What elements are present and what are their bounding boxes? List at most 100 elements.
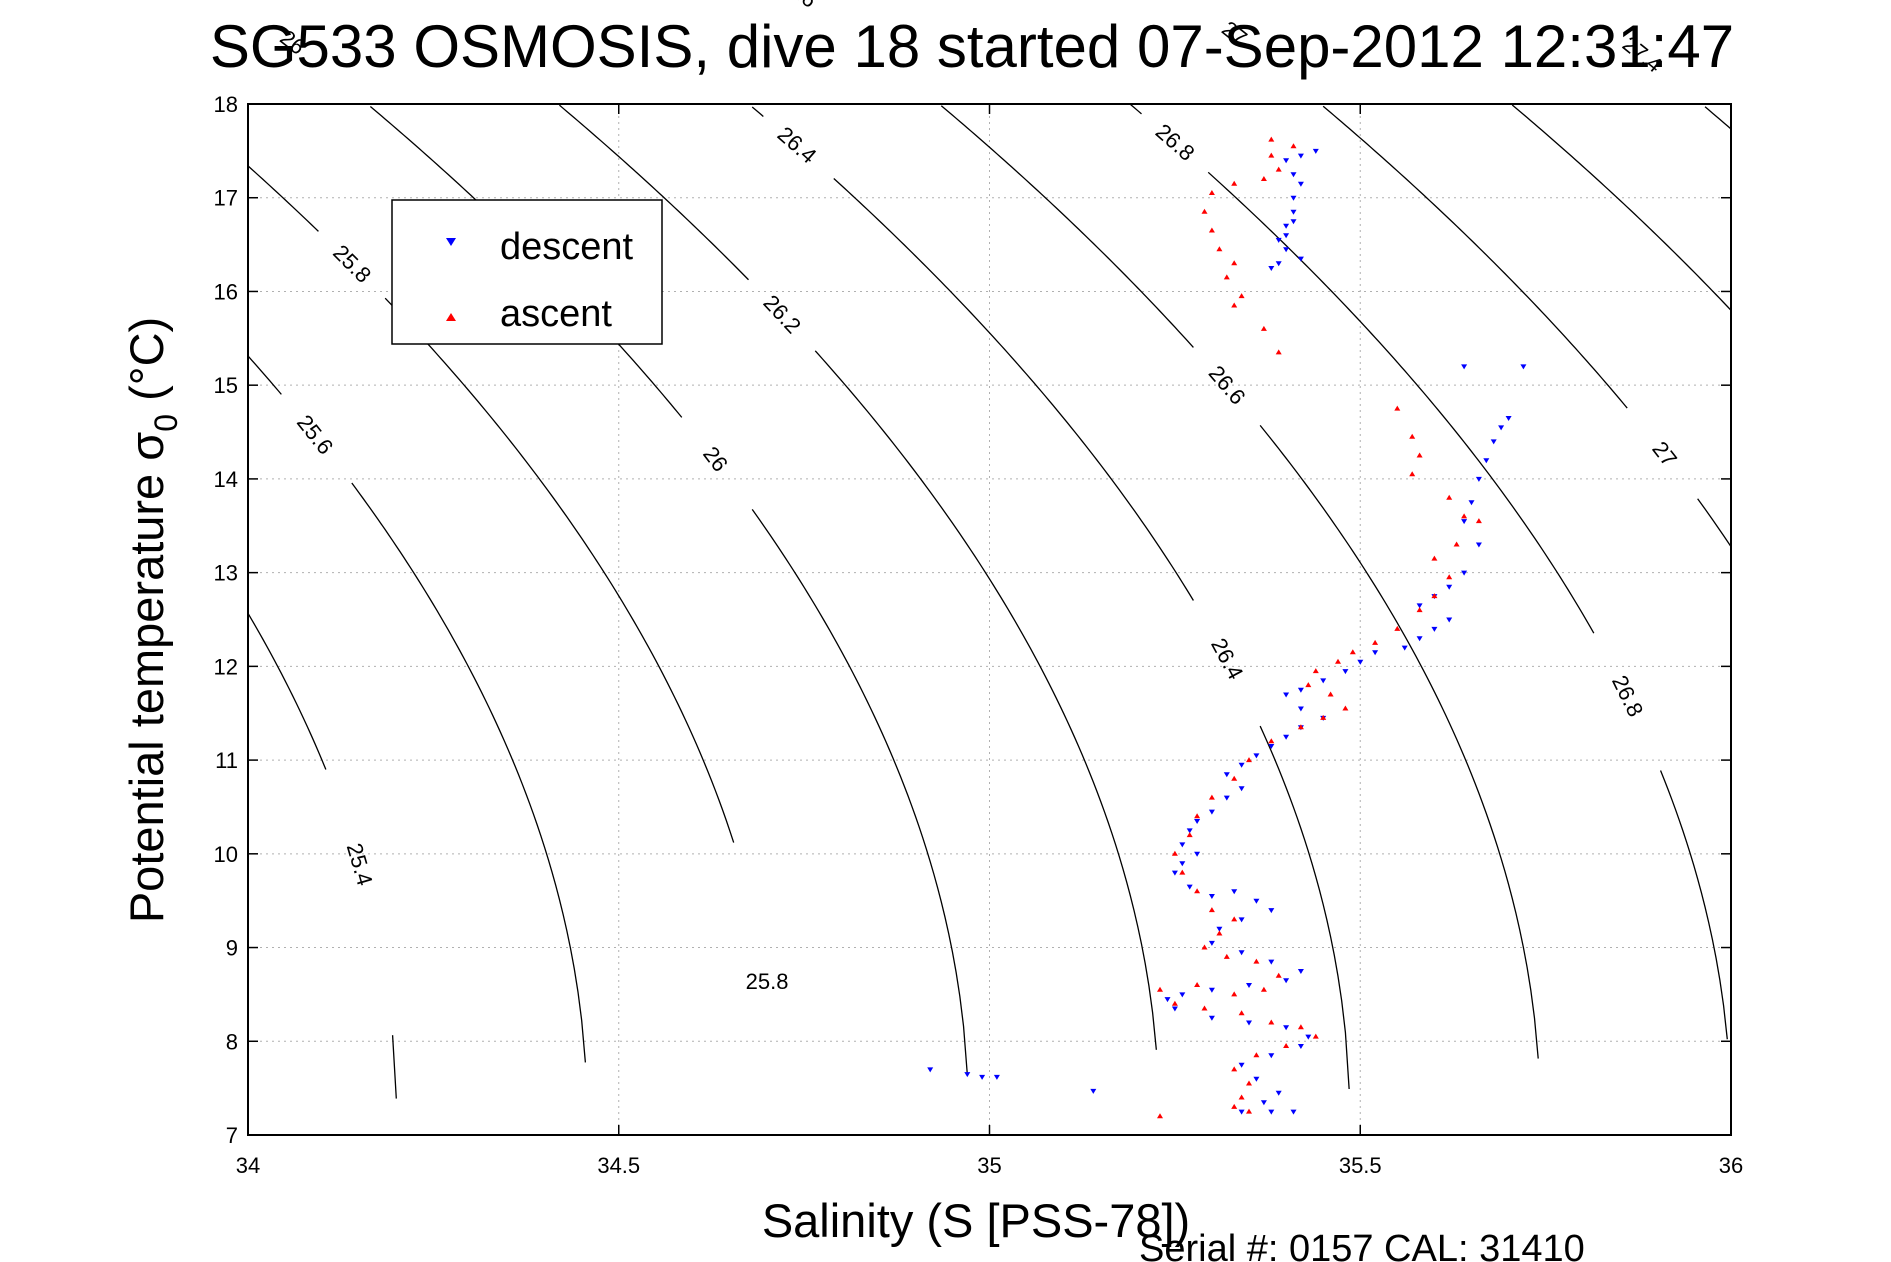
- descent-point: [1498, 425, 1505, 431]
- y-axis-label-unit: (°C): [120, 317, 173, 414]
- density-contour: [1129, 103, 1728, 1040]
- ascent-point: [1194, 982, 1201, 987]
- descent-point: [1268, 1109, 1275, 1115]
- descent-point: [927, 1067, 934, 1073]
- descent-point: [1290, 1109, 1297, 1115]
- ascent-point: [1238, 1094, 1245, 1100]
- ascent-point: [1268, 738, 1275, 744]
- descent-point: [1238, 786, 1245, 792]
- ascent-point: [1297, 724, 1304, 730]
- ascent-point: [1327, 691, 1334, 697]
- descent-point: [1164, 997, 1171, 1003]
- ascent-point: [1320, 714, 1327, 720]
- contour-label: 26.8: [1151, 119, 1200, 166]
- descent-point: [1208, 1015, 1215, 1021]
- descent-point: [1357, 659, 1364, 665]
- descent-point: [1475, 542, 1482, 548]
- contour-label: 25.8: [328, 240, 376, 288]
- descent-point: [1208, 987, 1215, 993]
- ascent-point: [1446, 494, 1453, 500]
- descent-point: [1216, 926, 1223, 932]
- descent-point: [1475, 476, 1482, 482]
- descent-point: [1401, 645, 1408, 651]
- ascent-point: [1157, 986, 1163, 992]
- descent-point: [1461, 364, 1468, 370]
- ascent-point: [1201, 1005, 1208, 1011]
- ascent-point: [1253, 958, 1260, 964]
- contour-label: 26.2: [758, 290, 806, 338]
- descent-point: [1416, 603, 1423, 609]
- ascent-point: [1260, 176, 1267, 181]
- y-tick-label: 8: [226, 1029, 238, 1054]
- descent-point: [1208, 940, 1215, 946]
- contour-label: 25.6: [292, 410, 338, 459]
- descent-point: [1297, 181, 1304, 187]
- ascent-point: [1342, 705, 1349, 711]
- ascent-point: [1171, 850, 1178, 856]
- ascent-point: [1231, 775, 1238, 781]
- descent-point: [1305, 1034, 1312, 1040]
- descent-point: [1312, 148, 1319, 154]
- ascent-point: [1238, 1010, 1245, 1016]
- ascent-point: [1201, 944, 1208, 950]
- x-tick-label: 36: [1719, 1153, 1743, 1178]
- y-tick-label: 13: [214, 561, 238, 586]
- y-tick-label: 14: [214, 467, 238, 492]
- descent-point: [1461, 519, 1468, 525]
- descent-point: [1186, 828, 1193, 834]
- contour-label: 26: [698, 442, 733, 477]
- y-axis-ticks: 7 8 9 10 11 12 13 14 15 16 17 18: [214, 92, 1731, 1148]
- ascent-point: [1260, 325, 1267, 331]
- descent-point: [1372, 650, 1379, 656]
- legend-box: [391, 199, 663, 345]
- descent-point: [1283, 692, 1290, 698]
- descent-point: [1238, 1109, 1245, 1115]
- y-tick-label: 7: [226, 1123, 238, 1148]
- ascent-point: [1194, 888, 1201, 894]
- legend-ascent-label: ascent: [500, 293, 612, 335]
- ascent-point: [1394, 625, 1401, 631]
- ascent-point: [1208, 227, 1215, 233]
- contour-label: 27: [1647, 437, 1682, 472]
- ascent-point: [1409, 433, 1416, 439]
- descent-point: [1171, 1006, 1178, 1012]
- descent-point: [1090, 1088, 1097, 1094]
- ascent-point: [1216, 930, 1223, 936]
- y-tick-label: 10: [214, 842, 238, 867]
- ascent-point: [1453, 541, 1460, 547]
- y-axis-label-main: Potential temperature σ: [120, 432, 173, 923]
- descent-point: [1297, 687, 1304, 693]
- contour-label: 26.6: [1204, 361, 1251, 410]
- ascent-point: [1431, 555, 1438, 561]
- descent-point: [1290, 209, 1297, 215]
- ascent-point: [1194, 813, 1201, 819]
- descent-point: [1223, 772, 1230, 778]
- ascent-point: [1416, 452, 1423, 458]
- legend-descent-marker: [446, 238, 456, 246]
- ascent-point: [1312, 668, 1319, 674]
- descent-point: [1179, 842, 1186, 848]
- ascent-point: [1305, 682, 1312, 688]
- descent-point: [1268, 959, 1275, 965]
- descent-point: [1297, 256, 1304, 262]
- y-tick-label: 17: [214, 186, 238, 211]
- legend: descent ascent: [391, 199, 663, 345]
- ascent-point: [1268, 1019, 1275, 1025]
- density-contour: [247, 165, 735, 843]
- legend-ascent-marker: [446, 313, 456, 321]
- ascent-point: [1216, 246, 1223, 252]
- ascent-point: [1275, 972, 1282, 978]
- ascent-point: [1283, 1043, 1290, 1048]
- descent-point: [1179, 861, 1186, 867]
- descent-point: [1253, 898, 1260, 904]
- descent-point: [1416, 636, 1423, 642]
- x-tick-label: 34: [236, 1153, 260, 1178]
- ascent-point: [1238, 293, 1245, 299]
- descent-point: [1461, 570, 1468, 576]
- descent-point: [1275, 237, 1282, 243]
- ascent-point: [1475, 518, 1482, 524]
- x-tick-label: 34.5: [597, 1153, 640, 1178]
- descent-point: [979, 1074, 986, 1080]
- descent-point: [1253, 753, 1260, 759]
